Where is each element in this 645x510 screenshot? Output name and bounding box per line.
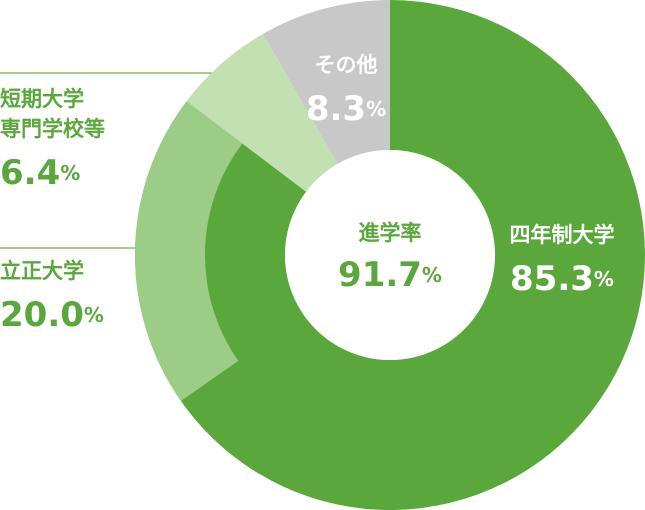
donut-segment [186,33,338,192]
segment-label: 四年制大学 [510,223,615,247]
segment-label: 短期大学専門学校等 [0,87,105,141]
center-value: 91.7% [338,255,442,295]
value-label: 8.3% [306,89,386,129]
donut-hole [285,150,495,360]
sub-segment [135,101,243,401]
segment-label: その他 [315,53,378,77]
value-label: 85.3% [510,259,614,299]
value-label: 20.0% [0,295,104,335]
center-label: 進学率 [359,221,422,245]
segment-label: 立正大学 [0,259,84,283]
donut-segment [135,0,645,510]
donut-segment [262,0,390,164]
value-label: 6.4% [0,153,80,193]
